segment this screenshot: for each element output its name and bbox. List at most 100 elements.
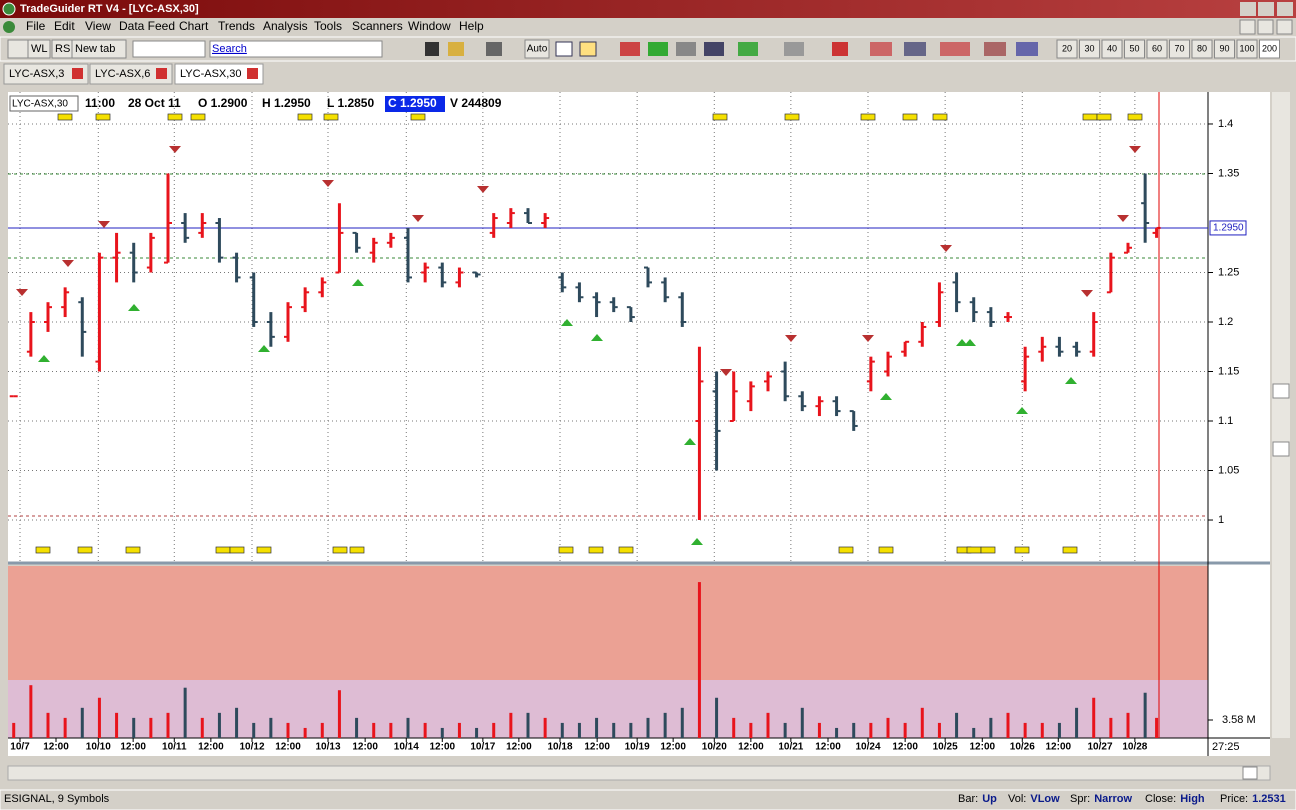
grid-icon[interactable] bbox=[555, 41, 573, 57]
volume-bar bbox=[423, 722, 427, 738]
horizontal-scrollbar[interactable] bbox=[7, 765, 1271, 781]
volume-bar bbox=[235, 707, 239, 738]
menu-item[interactable]: Edit bbox=[54, 19, 75, 33]
volume-bar bbox=[166, 712, 170, 738]
tool-icons bbox=[425, 41, 1038, 57]
search-link[interactable]: Search bbox=[212, 43, 247, 55]
buy-signal bbox=[880, 393, 892, 400]
bar-high: H 1.2950 bbox=[262, 96, 311, 110]
sell-signal bbox=[169, 146, 181, 153]
scroll-thumb[interactable] bbox=[1242, 766, 1258, 780]
bar-count-button[interactable] bbox=[1079, 39, 1100, 59]
menu-item[interactable]: Trends bbox=[218, 19, 255, 33]
volume-bar bbox=[595, 717, 599, 738]
auto-button[interactable] bbox=[524, 39, 550, 59]
minimize-button[interactable] bbox=[1240, 2, 1256, 16]
toolbar-button[interactable] bbox=[71, 39, 127, 59]
menu-item[interactable]: Tools bbox=[314, 19, 342, 33]
close-button[interactable] bbox=[1277, 2, 1293, 16]
status-value: High bbox=[1180, 793, 1205, 805]
status-feed: ESIGNAL, 9 Symbols bbox=[4, 793, 110, 805]
trend-icon[interactable] bbox=[984, 42, 1006, 56]
open-icon[interactable] bbox=[448, 42, 464, 56]
tab-close[interactable] bbox=[247, 68, 258, 79]
menu-item[interactable]: Chart bbox=[179, 19, 209, 33]
status-label: Spr: bbox=[1070, 793, 1090, 805]
volume-bar bbox=[475, 727, 479, 738]
bar-count-button[interactable] bbox=[1259, 39, 1280, 59]
volume-icon[interactable] bbox=[738, 42, 758, 56]
menu-item[interactable]: Data Feed bbox=[119, 19, 175, 33]
tab[interactable] bbox=[174, 63, 264, 85]
sell-signal bbox=[16, 289, 28, 296]
symbol-input[interactable] bbox=[132, 40, 206, 58]
volume-bar bbox=[132, 717, 136, 738]
doc-restore[interactable] bbox=[1257, 19, 1274, 35]
tab-close[interactable] bbox=[72, 68, 83, 79]
price-line-box bbox=[1209, 220, 1247, 236]
expand-button[interactable] bbox=[7, 39, 29, 59]
signal-icon[interactable] bbox=[648, 42, 668, 56]
menu-item[interactable]: File bbox=[26, 19, 46, 33]
tab[interactable] bbox=[3, 63, 89, 85]
x-tick-label: 10/12 bbox=[239, 742, 264, 753]
volume-bar bbox=[577, 722, 581, 738]
scroll-thumb[interactable] bbox=[1272, 383, 1290, 399]
volume-bar bbox=[715, 697, 719, 738]
volume-bar bbox=[783, 722, 787, 738]
maximize-button[interactable] bbox=[1258, 2, 1274, 16]
buy-signal bbox=[258, 345, 270, 352]
tab-close[interactable] bbox=[156, 68, 167, 79]
save-icon[interactable] bbox=[425, 42, 439, 56]
symbol-box[interactable] bbox=[9, 95, 79, 112]
volume-bar bbox=[46, 712, 50, 738]
search-box[interactable] bbox=[209, 40, 383, 58]
bar-count-button[interactable] bbox=[1056, 39, 1078, 59]
trend-icon[interactable] bbox=[870, 42, 892, 56]
volume-bar bbox=[337, 690, 341, 738]
trend-icon[interactable] bbox=[940, 42, 970, 56]
trend-icon[interactable] bbox=[1016, 42, 1038, 56]
signal-box bbox=[35, 546, 51, 554]
menu-item[interactable]: View bbox=[85, 19, 111, 33]
indicator-icon[interactable] bbox=[784, 42, 804, 56]
vertical-scrollbar[interactable] bbox=[1272, 92, 1290, 738]
volume-bar bbox=[1006, 712, 1010, 738]
trend-icon[interactable] bbox=[904, 42, 926, 56]
buy-signal bbox=[1016, 407, 1028, 414]
y-tick-label: 1.35 bbox=[1218, 167, 1239, 179]
menu-item[interactable]: Help bbox=[459, 19, 484, 33]
volume-bar bbox=[869, 722, 873, 738]
bars-icon[interactable] bbox=[704, 42, 724, 56]
bar-count-button[interactable] bbox=[1214, 39, 1235, 59]
scroll-thumb[interactable] bbox=[1272, 441, 1290, 457]
buy-signal bbox=[38, 355, 50, 362]
menu-item[interactable]: Analysis bbox=[263, 19, 308, 33]
time-axis bbox=[8, 738, 1270, 756]
pin-icon[interactable] bbox=[832, 42, 848, 56]
doc-close[interactable] bbox=[1276, 19, 1293, 35]
menu-item[interactable]: Window bbox=[408, 19, 451, 33]
volume-bar bbox=[492, 722, 496, 738]
doc-minimize[interactable] bbox=[1239, 19, 1256, 35]
y-tick-label: 1.15 bbox=[1218, 365, 1239, 377]
status-label: Vol: bbox=[1008, 793, 1026, 805]
toolbar-button[interactable] bbox=[27, 39, 51, 59]
signal-icon[interactable] bbox=[676, 42, 696, 56]
bar-volume: V 244809 bbox=[450, 96, 502, 110]
tab[interactable] bbox=[89, 63, 173, 85]
menu-item[interactable]: Scanners bbox=[352, 19, 403, 33]
signal-icon[interactable] bbox=[620, 42, 640, 56]
x-tick-label: 12:00 bbox=[584, 742, 610, 753]
table-icon[interactable] bbox=[579, 41, 597, 57]
bar-count-button[interactable] bbox=[1191, 39, 1213, 59]
bar-count-button[interactable] bbox=[1169, 39, 1190, 59]
bar-count-button[interactable] bbox=[1124, 39, 1145, 59]
status-value: Up bbox=[982, 793, 997, 805]
bar-count-button[interactable] bbox=[1101, 39, 1123, 59]
bar-count-button[interactable] bbox=[1236, 39, 1258, 59]
signal-box bbox=[902, 113, 918, 121]
print-icon[interactable] bbox=[486, 42, 502, 56]
volume-bar bbox=[286, 722, 290, 738]
bar-count-button[interactable] bbox=[1146, 39, 1168, 59]
